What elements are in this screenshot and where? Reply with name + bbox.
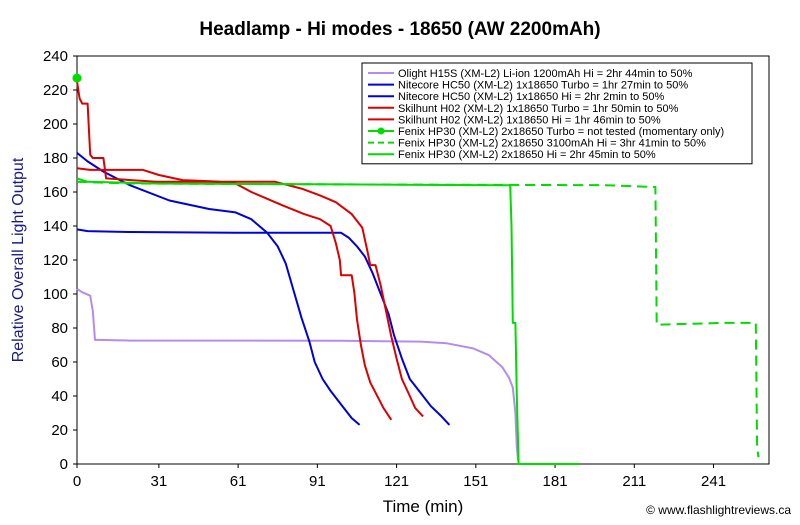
series-line-1 <box>76 288 520 461</box>
legend-entry: Skilhunt H02 (XM-L2) 1x18650 Turbo = 1hr… <box>398 103 679 115</box>
y-tick-label: 40 <box>51 388 68 405</box>
legend-entry: Olight H15S (XM-L2) Li-ion 1200mAh Hi = … <box>398 68 693 80</box>
legend-entry: Fenix HP30 (XM-L2) 2x18650 Hi = 2hr 45mi… <box>398 149 656 161</box>
x-tick-label: 61 <box>230 473 247 490</box>
y-axis-label: Relative Overall Light Output <box>10 157 27 362</box>
legend-marker <box>377 127 385 135</box>
legend-entry: Nitecore HC50 (XM-L2) 1x18650 Hi = 2hr 2… <box>398 91 664 103</box>
x-tick-label: 91 <box>309 473 326 490</box>
series-line-8 <box>76 177 579 465</box>
series-line-4 <box>76 81 393 421</box>
y-tick-label: 20 <box>51 422 68 439</box>
x-tick-label: 121 <box>384 473 409 490</box>
series-point-6 <box>72 73 82 83</box>
legend-entry: Fenix HP30 (XM-L2) 2x18650 Turbo = not t… <box>398 126 724 138</box>
chart-title: Headlamp - Hi modes - 18650 (AW 2200mAh) <box>199 19 600 40</box>
y-tick-label: 180 <box>43 150 68 167</box>
x-tick-label: 181 <box>543 473 568 490</box>
x-axis: 0 31 61 91 121 151 181 211 241 <box>73 464 726 490</box>
y-tick-label: 240 <box>43 48 68 65</box>
y-tick-label: 0 <box>60 456 68 473</box>
x-axis-label: Time (min) <box>383 497 464 516</box>
series-layer <box>72 73 760 465</box>
copyright-text: © www.flashlightreviews.ca <box>646 503 791 517</box>
legend-entry: Fenix HP30 (XM-L2) 2x18650 3100mAh Hi = … <box>398 138 706 150</box>
legend-box <box>361 62 753 165</box>
series-line-5 <box>76 167 424 418</box>
y-tick-label: 140 <box>43 218 68 235</box>
y-tick-label: 100 <box>43 286 68 303</box>
x-tick-label: 0 <box>73 473 81 490</box>
legend: Olight H15S (XM-L2) Li-ion 1200mAh Hi = … <box>361 62 753 165</box>
y-tick-label: 160 <box>43 184 68 201</box>
series-line-3 <box>76 228 451 426</box>
series-line-2 <box>76 152 361 426</box>
x-tick-label: 31 <box>151 473 168 490</box>
x-tick-label: 151 <box>463 473 488 490</box>
x-tick-label: 211 <box>622 473 646 490</box>
y-tick-label: 220 <box>43 82 68 99</box>
y-tick-label: 120 <box>43 252 68 269</box>
y-tick-label: 80 <box>51 320 68 337</box>
y-tick-label: 60 <box>51 354 68 371</box>
legend-entry: Nitecore HC50 (XM-L2) 1x18650 Turbo = 1h… <box>398 80 688 92</box>
x-tick-label: 241 <box>701 473 726 490</box>
legend-entry: Skilhunt H02 (XM-L2) 1x18650 Hi = 1hr 46… <box>398 114 661 126</box>
y-axis: 0 20 40 60 80 100 120 140 160 180 200 220 240 <box>43 48 77 473</box>
y-tick-label: 200 <box>43 116 68 133</box>
